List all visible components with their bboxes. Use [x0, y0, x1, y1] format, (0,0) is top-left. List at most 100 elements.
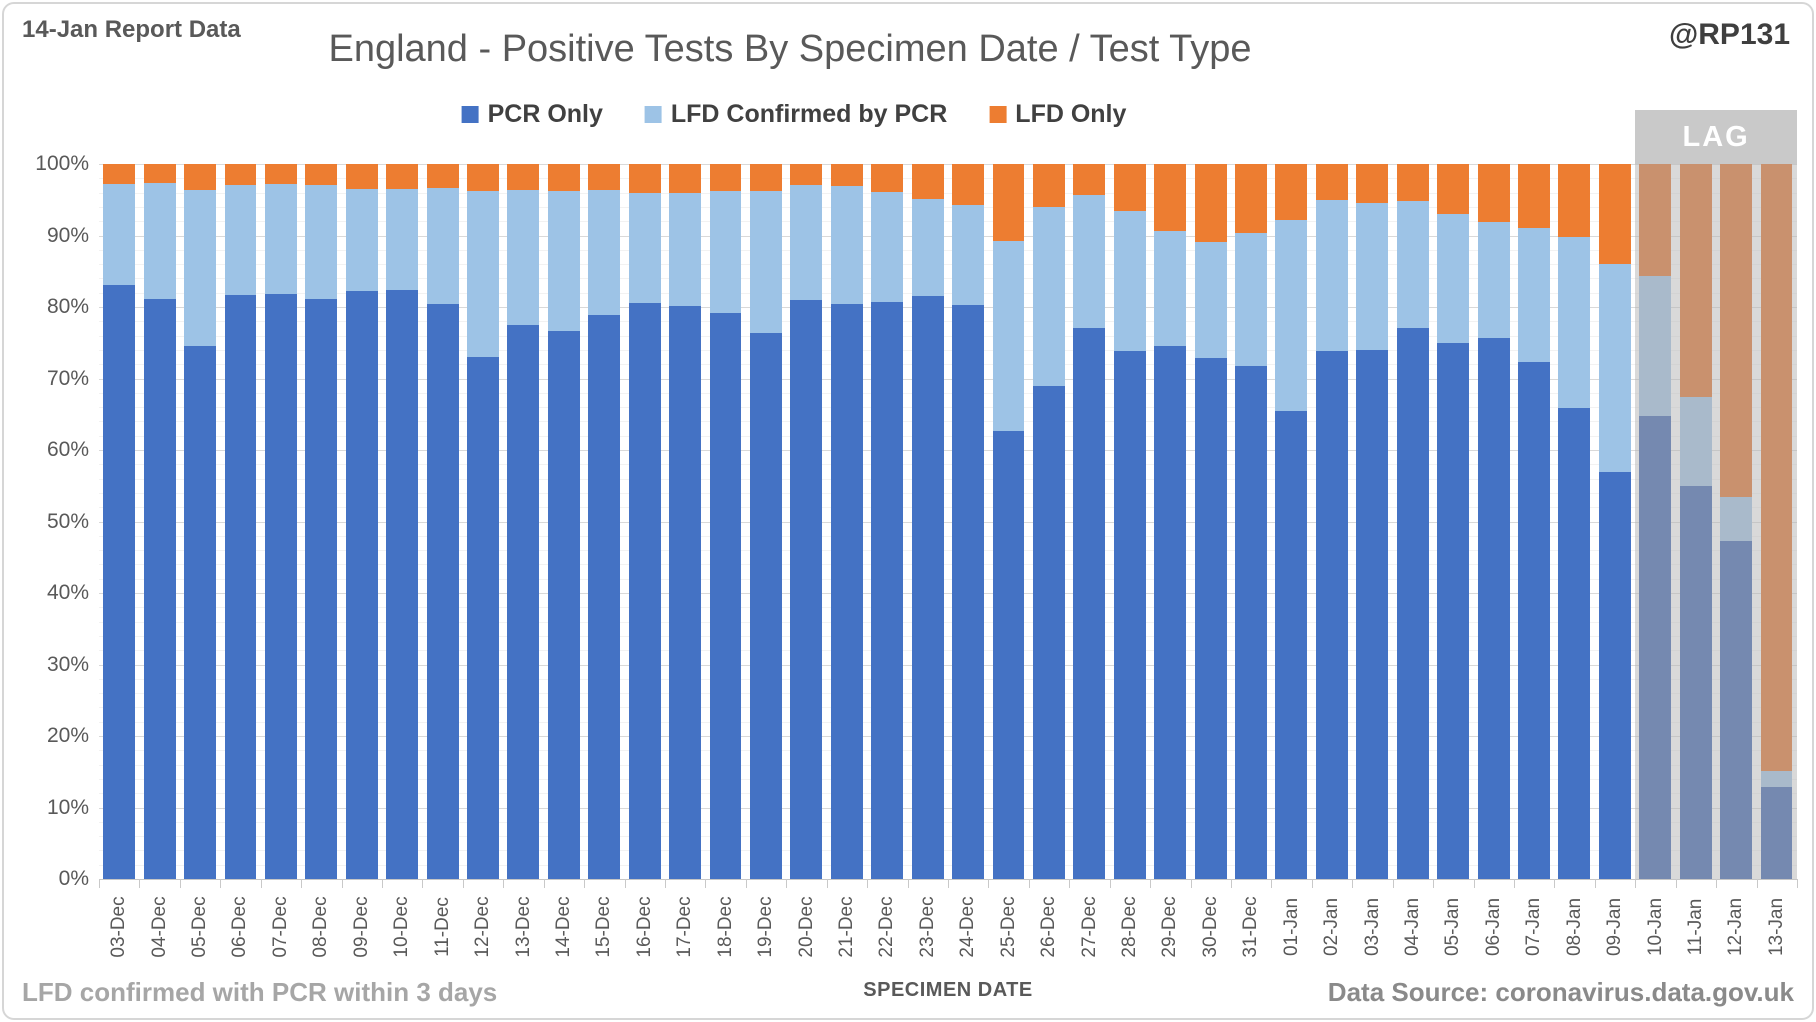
bar-column [503, 164, 543, 879]
bar-column [1271, 164, 1311, 879]
lag-label: LAG [1682, 120, 1750, 153]
bar-segment-pcr-only [1275, 410, 1308, 879]
bar-column [705, 164, 745, 879]
gridline-major [99, 235, 1797, 237]
stacked-bar [547, 164, 580, 879]
bar-segment-lfd-confirmed-by-pcr [871, 191, 904, 302]
legend-label: LFD Only [1015, 100, 1127, 128]
bar-segment-lfd-confirmed-by-pcr [749, 191, 782, 333]
x-axis-tick [1635, 879, 1637, 888]
bar-segment-lfd-confirmed-by-pcr [184, 189, 216, 347]
bar-segment-lfd-confirmed-by-pcr [911, 199, 944, 296]
bar-column [1514, 164, 1554, 879]
bar-segment-lfd-only [1477, 164, 1510, 222]
stacked-bar [1194, 164, 1227, 879]
bar-segment-lfd-only [628, 164, 661, 193]
gridline-minor [99, 721, 1797, 723]
bar-column [988, 164, 1028, 879]
gridline-minor [99, 564, 1797, 566]
bar-segment-lfd-confirmed-by-pcr [1113, 211, 1146, 351]
stacked-bar [1760, 164, 1793, 879]
bar-segment-lfd-confirmed-by-pcr [830, 186, 863, 305]
bar-segment-lfd-confirmed-by-pcr [1558, 236, 1591, 408]
stacked-bar [264, 164, 297, 879]
x-axis-tick [1594, 879, 1596, 888]
bar-segment-lfd-only [749, 164, 782, 192]
bar-columns [99, 164, 1797, 879]
y-tick-label: 40% [46, 581, 89, 604]
bar-segment-lfd-only [830, 164, 863, 187]
gridline-major [99, 807, 1797, 809]
bar-segment-lfd-only [790, 164, 823, 185]
bar-column [1716, 164, 1756, 879]
x-axis-tick [179, 879, 181, 888]
stacked-bar [1315, 164, 1348, 879]
bar-segment-pcr-only [1679, 486, 1712, 879]
gridline-major [99, 593, 1797, 594]
gridline-major [99, 521, 1797, 523]
bar-segment-pcr-only [628, 303, 661, 879]
bar-segment-pcr-only [1558, 407, 1591, 879]
stacked-bar [1073, 164, 1106, 879]
y-tick-label: 20% [46, 724, 89, 747]
x-tick-label: 10-Jan [1644, 897, 1666, 957]
stacked-bar [184, 164, 216, 879]
bar-segment-lfd-only [426, 164, 459, 189]
x-axis-tick [1271, 879, 1273, 888]
bar-segment-lfd-confirmed-by-pcr [1760, 771, 1793, 787]
x-axis-tick [1311, 879, 1313, 888]
bar-segment-lfd-only [669, 164, 702, 193]
bar-segment-lfd-confirmed-by-pcr [952, 204, 985, 305]
gridline-minor [99, 464, 1797, 466]
bar-segment-lfd-confirmed-by-pcr [790, 184, 823, 300]
x-axis-labels: 03-Dec 04-Dec 05-Dec 06-Dec 07-Dec 08-Dec 09-D… [99, 879, 1797, 979]
footnote: LFD confirmed with PCR within 3 days [22, 977, 498, 1007]
bar-segment-lfd-confirmed-by-pcr [1477, 221, 1510, 338]
bar-segment-pcr-only [1396, 328, 1429, 879]
x-tick-label: 02-Jan [1321, 897, 1343, 957]
bar-segment-pcr-only [749, 332, 782, 879]
y-tick-label: 80% [46, 295, 89, 318]
legend-item: LFD Only [989, 100, 1126, 129]
bar-column [301, 164, 341, 879]
bar-segment-lfd-only [305, 164, 338, 185]
bar-segment-lfd-only [386, 164, 419, 190]
x-tick-label: 12-Dec [472, 896, 494, 958]
bar-segment-pcr-only [1032, 386, 1065, 879]
gridline-major [99, 664, 1797, 666]
bar-segment-pcr-only [1073, 328, 1106, 879]
lag-label-box: LAG [1635, 110, 1797, 164]
bar-segment-lfd-confirmed-by-pcr [1315, 199, 1348, 352]
x-tick-label: 03-Jan [1361, 897, 1383, 957]
x-axis-tick [1473, 879, 1475, 888]
stacked-bar [224, 164, 257, 879]
bar-segment-pcr-only [871, 301, 904, 879]
bar-segment-lfd-confirmed-by-pcr [386, 189, 419, 290]
stacked-bar [1720, 164, 1753, 879]
x-tick-label: 20-Dec [795, 896, 817, 958]
report-note: 14-Jan Report Data [22, 16, 241, 43]
bar-segment-lfd-only [184, 164, 216, 190]
x-axis-tick [139, 879, 141, 888]
bar-segment-lfd-confirmed-by-pcr [709, 191, 742, 313]
stacked-bar [1558, 164, 1591, 879]
x-axis-tick [988, 879, 990, 888]
bar-column [220, 164, 260, 879]
x-tick-label: 29-Dec [1159, 896, 1181, 958]
x-axis-tick [624, 879, 626, 888]
x-tick-label: 31-Dec [1240, 896, 1262, 958]
bar-column [1150, 164, 1190, 879]
x-axis-tick [1352, 879, 1354, 888]
bar-segment-lfd-confirmed-by-pcr [1679, 397, 1712, 487]
legend-swatch-icon [644, 106, 662, 123]
bar-segment-pcr-only [669, 305, 702, 879]
stacked-bar [911, 164, 944, 879]
x-tick-label: 26-Dec [1038, 896, 1060, 958]
x-tick-label: 13-Jan [1765, 897, 1787, 957]
x-tick-label: 21-Dec [835, 896, 857, 958]
x-tick-label: 06-Jan [1482, 897, 1504, 957]
x-axis-tick [422, 879, 424, 888]
bar-column [827, 164, 867, 879]
bar-column [786, 164, 826, 879]
bar-segment-lfd-confirmed-by-pcr [305, 184, 338, 300]
